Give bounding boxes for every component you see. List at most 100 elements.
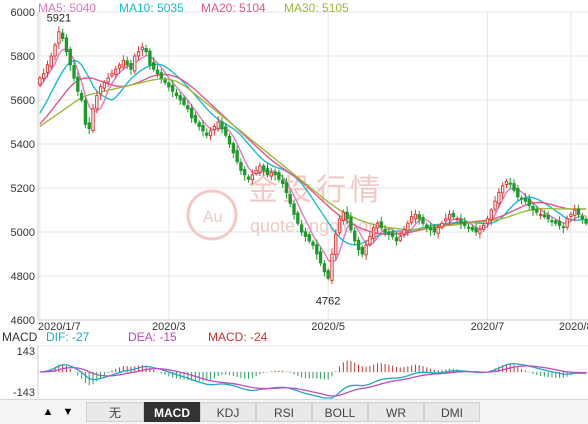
candle-body (98, 86, 103, 95)
candle-body (140, 46, 144, 51)
price-y-axis: 6000 5800 5600 5400 5200 5000 4800 4600 (11, 7, 35, 327)
candle-body (428, 227, 433, 231)
candle-body (432, 227, 437, 233)
candle-body (288, 194, 292, 204)
ma20-legend: MA20: 5104 (201, 1, 266, 15)
candle-body (136, 51, 141, 57)
candle-body (379, 221, 383, 229)
tab-none[interactable]: 无 (86, 402, 144, 422)
y-tick-label: 4600 (11, 315, 35, 327)
ma30-legend: MA30: 5105 (284, 1, 349, 15)
candle-body (201, 125, 205, 132)
y-tick-label: 5000 (11, 227, 35, 239)
candle-body (409, 216, 414, 223)
candle-body (334, 233, 338, 255)
candle-body (216, 121, 220, 129)
tab-dmi[interactable]: DMI (424, 402, 480, 422)
candle-body (280, 179, 285, 185)
candle-body (106, 77, 110, 83)
candle-body (580, 216, 584, 220)
candle-body (144, 48, 148, 53)
candle-body (239, 161, 243, 171)
candle-body (53, 44, 57, 57)
candle-body (356, 239, 361, 251)
candle-body (76, 76, 80, 92)
candle-body (527, 198, 531, 207)
annotation-label: 5921 (47, 12, 71, 24)
candle-body (345, 211, 349, 220)
ma10-legend: MA10: 5035 (119, 1, 184, 15)
candle-body (406, 222, 410, 232)
up-arrow-icon[interactable]: ▲ (42, 406, 54, 418)
x-tick-label: 2020/3 (152, 321, 186, 333)
macd-legend-title: MACD (2, 330, 38, 344)
candle-body (91, 108, 95, 131)
candle-body (318, 251, 323, 264)
candle-body (436, 227, 440, 234)
price-annotations: 5921 4762 (47, 12, 341, 307)
candle-body (197, 122, 201, 127)
x-tick-label: 2020/7 (471, 321, 505, 333)
x-tick-label: 2020/5 (311, 321, 345, 333)
candle-body (474, 227, 478, 233)
ma-legend: MA5: 5040 MA10: 5035 MA20: 5104 MA30: 51… (0, 0, 588, 16)
candle-body (482, 224, 486, 230)
candle-body (546, 214, 550, 220)
candle-body (254, 169, 258, 174)
candle-body (478, 229, 482, 234)
candle-body (68, 48, 72, 66)
candle-body (463, 221, 467, 226)
candle-body (421, 216, 425, 224)
watermark-subtext: quote.cngold.org (250, 216, 384, 236)
candle-body (561, 226, 566, 229)
tab-boll[interactable]: BOLL (312, 402, 368, 422)
candle-body (519, 197, 524, 200)
candle-body (413, 213, 418, 220)
annotation-label: 4762 (316, 295, 340, 307)
candle-body (167, 82, 171, 88)
series-line-ma20 (39, 73, 587, 235)
candle-body (72, 65, 76, 79)
candle-body (38, 77, 42, 86)
candlesticks (38, 26, 588, 285)
macd-ytick-top: 143 (17, 346, 35, 358)
dif-legend: DIF: -27 (46, 330, 90, 344)
candle-body (508, 182, 512, 185)
candle-body (49, 55, 53, 68)
candle-body (372, 227, 376, 240)
candle-body (425, 224, 429, 229)
candle-body (353, 230, 357, 242)
candle-body (322, 263, 327, 273)
candle-body (265, 168, 270, 176)
candle-body (375, 222, 380, 229)
down-arrow-icon[interactable]: ▼ (62, 406, 74, 418)
tab-rsi[interactable]: RSI (256, 402, 312, 422)
candle-body (470, 227, 474, 231)
candle-body (451, 213, 456, 218)
tab-wr[interactable]: WR (368, 402, 424, 422)
watermark-badge: Au (203, 209, 223, 226)
series-line-ma10 (39, 59, 587, 246)
candle-body (554, 220, 558, 224)
candle-body (152, 62, 156, 70)
candle-body (394, 237, 399, 242)
candle-body (303, 231, 308, 237)
candle-body (535, 208, 539, 213)
candle-body (349, 216, 353, 231)
tab-kdj[interactable]: KDJ (200, 402, 256, 422)
candle-body (315, 244, 319, 255)
candle-body (557, 220, 562, 226)
candle-body (258, 165, 262, 173)
y-tick-label: 4800 (11, 271, 35, 283)
tab-macd[interactable]: MACD (144, 402, 200, 422)
candle-body (299, 224, 304, 233)
y-tick-label: 5200 (11, 183, 35, 195)
date-x-axis: 2020/1/7 2020/3 2020/5 2020/7 2020/8/0 (38, 321, 588, 333)
candle-body (417, 214, 421, 220)
y-tick-label: 6000 (11, 7, 35, 19)
candle-body (277, 172, 281, 180)
candle-body (205, 132, 209, 136)
candle-body (326, 270, 330, 279)
candle-body (246, 176, 251, 180)
